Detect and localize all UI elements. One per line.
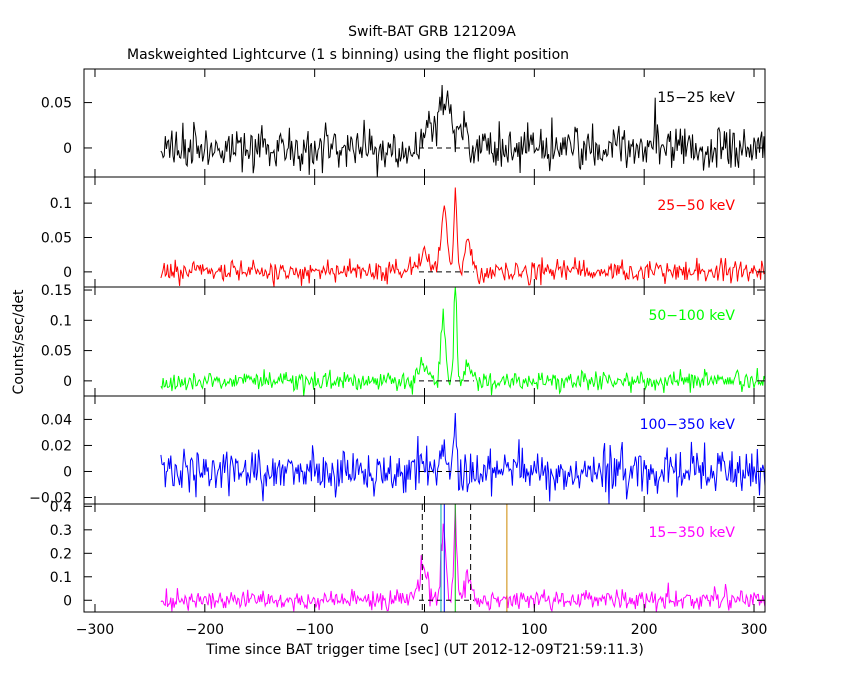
y-tick-label: −0.02 (29, 490, 72, 506)
y-tick-label: 0.05 (41, 344, 72, 360)
y-tick-label: 0.15 (41, 283, 72, 299)
y-tick-label: 0.2 (50, 546, 72, 562)
panel-energy-label: 15−25 keV (657, 90, 735, 106)
panel-5: 0 0.1 0.2 0.3 0.4 15−350 keV (50, 499, 766, 613)
x-tick-label: −100 (295, 622, 333, 638)
series-line-5 (160, 504, 766, 613)
series-line-2 (160, 187, 766, 287)
panel-energy-label: 50−100 keV (648, 308, 735, 324)
panel-4: −0.02 0 0.02 0.04 100−350 keV (29, 395, 766, 506)
y-tick-label: 0 (63, 374, 72, 390)
panel-energy-label: 100−350 keV (640, 417, 736, 433)
chart-subtitle: Maskweighted Lightcurve (1 s binning) us… (127, 47, 569, 63)
series-line-4 (160, 412, 766, 505)
y-tick-label: 0.3 (50, 523, 72, 539)
chart-title: Swift-BAT GRB 121209A (348, 24, 516, 40)
panel-energy-label: 25−50 keV (657, 198, 735, 214)
y-tick-label: 0.05 (41, 231, 72, 247)
y-tick-label: 0 (63, 265, 72, 281)
y-tick-label: 0 (63, 464, 72, 480)
y-tick-label: 0.1 (50, 570, 72, 586)
y-tick-label: 0 (63, 593, 72, 609)
y-tick-label: 0.4 (50, 499, 72, 515)
y-tick-label: 0.04 (41, 412, 72, 428)
y-axis-title: Counts/sec/det (11, 289, 27, 394)
y-tick-label: 0.1 (50, 313, 72, 329)
series-line-3 (160, 286, 766, 396)
series-line-1 (160, 84, 766, 178)
y-tick-label: 0.05 (41, 96, 72, 112)
y-tick-label: 0 (63, 141, 72, 157)
x-tick-label: −300 (76, 622, 114, 638)
panel-energy-label: 15−350 keV (648, 525, 735, 541)
y-tick-label: 0.1 (50, 196, 72, 212)
panel-2: 0 0.05 0.1 25−50 keV (41, 176, 766, 288)
x-tick-label: 100 (521, 622, 548, 638)
x-tick-label: 200 (631, 622, 658, 638)
panel-frame-4 (83, 395, 766, 505)
x-tick-label: −200 (186, 622, 224, 638)
x-tick-label: 300 (741, 622, 768, 638)
panel-frame-5 (83, 503, 766, 613)
panel-frame-3 (83, 286, 766, 397)
x-tick-label: 0 (420, 622, 429, 638)
x-axis-title: Time since BAT trigger time [sec] (UT 20… (205, 642, 644, 658)
panel-1: 0 0.05 15−25 keV (41, 68, 766, 178)
y-tick-label: 0.02 (41, 438, 72, 454)
panel-3: 0 0.05 0.1 0.15 50−100 keV (41, 283, 766, 397)
